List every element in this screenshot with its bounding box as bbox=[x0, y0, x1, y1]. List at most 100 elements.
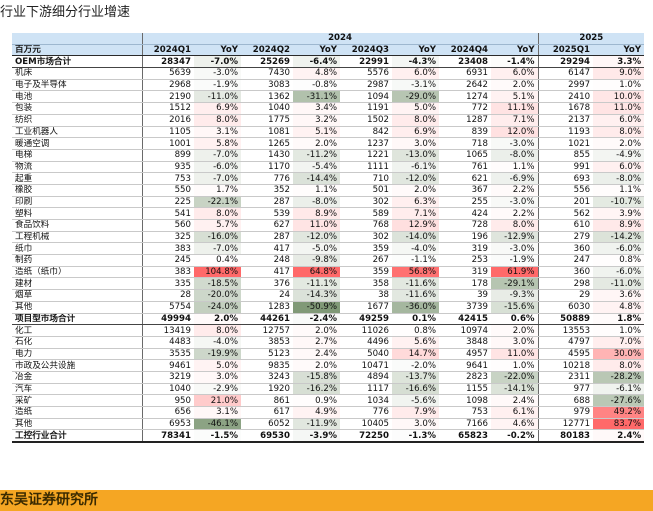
row-label: 机床 bbox=[12, 67, 142, 80]
row-label: 其他 bbox=[12, 301, 142, 314]
yoy-cell: 8.0% bbox=[194, 324, 241, 337]
yoy-cell: -1.4% bbox=[491, 55, 539, 69]
table-row: 食品饮料 560 5.7% 627 11.0% 768 12.9% 728 8.0% 610 8.9… bbox=[12, 219, 645, 232]
yoy-cell: -6.1% bbox=[593, 383, 645, 396]
table-row: 印刷 225 -22.1% 287 -8.0% 302 6.3% 255 -3.0% 201 -10… bbox=[12, 196, 645, 209]
table-row: 电池 2190 -11.0% 1362 -31.1% 1094 -29.0% 1274 5.1%… bbox=[12, 90, 645, 104]
yoy-cell: 1.0% bbox=[593, 324, 645, 337]
value-cell: 383 bbox=[141, 266, 194, 279]
yoy-cell: 0.8% bbox=[392, 324, 439, 337]
row-label: 造纸（纸巾） bbox=[12, 266, 142, 279]
value-cell: 656 bbox=[141, 406, 194, 419]
yoy-cell: 8.0% bbox=[593, 126, 645, 139]
table-row: 橡胶 550 1.7% 352 1.1% 501 2.0% 367 2.2% 556 1.1% bbox=[12, 184, 645, 197]
yoy-cell: -14.4% bbox=[293, 172, 340, 185]
yoy-cell: 8.0% bbox=[491, 219, 539, 232]
table-row: 工程机械 325 -16.0% 287 -12.0% 302 -14.0% 196 -12.9%… bbox=[12, 231, 645, 244]
yoy-cell: 12.9% bbox=[392, 219, 439, 232]
value-cell: 7166 bbox=[439, 418, 491, 431]
value-cell: 718 bbox=[439, 137, 491, 150]
table-row: 机床 5639 -3.0% 7430 4.8% 5576 6.0% 6931 6.0% 6147 9… bbox=[12, 67, 645, 80]
yoy-cell: 5.0% bbox=[194, 359, 241, 372]
yoy-cell: -16.6% bbox=[392, 383, 439, 396]
yoy-cell: 8.0% bbox=[194, 114, 241, 127]
yoy-cell: 0.1% bbox=[392, 313, 439, 326]
industry-growth-table: 2024 2025 百万元 2024Q1 YoY 2024Q2 YoY 2024… bbox=[12, 33, 645, 444]
table-row: OEM市场合计 28347 -7.0% 25269 -6.4% 22991 -4.3% 234… bbox=[12, 55, 645, 69]
yoy-cell: -13.7% bbox=[392, 371, 439, 384]
value-cell: 950 bbox=[141, 394, 194, 407]
value-cell: 1920 bbox=[241, 383, 293, 396]
yoy-cell: 5.1% bbox=[491, 90, 539, 104]
value-cell: 3219 bbox=[141, 371, 194, 384]
table-row: 造纸 656 3.1% 617 4.9% 776 7.9% 753 6.1% 979 49.2% bbox=[12, 406, 645, 419]
value-cell: 2311 bbox=[537, 371, 594, 384]
yoy-cell: 21.0% bbox=[194, 394, 241, 407]
yoy-cell: 8.0% bbox=[194, 207, 241, 220]
yoy-cell: 8.9% bbox=[593, 219, 645, 232]
yoy-cell: -16.0% bbox=[194, 231, 241, 244]
value-cell: 1677 bbox=[340, 301, 392, 314]
yoy-cell: -0.8% bbox=[293, 79, 340, 92]
value-cell: 1081 bbox=[241, 126, 293, 139]
value-cell: 2997 bbox=[537, 79, 594, 92]
value-cell: 1170 bbox=[241, 161, 293, 174]
yoy-cell: -7.0% bbox=[194, 242, 241, 256]
yoy-cell: 3.0% bbox=[194, 371, 241, 384]
value-cell: 69530 bbox=[241, 429, 293, 444]
yoy-cell: 2.0% bbox=[593, 137, 645, 150]
value-cell: 287 bbox=[241, 196, 293, 209]
yoy-cell: -5.4% bbox=[293, 161, 340, 174]
yoy-cell: -11.0% bbox=[593, 277, 645, 291]
col-header: YoY bbox=[392, 44, 439, 57]
yoy-cell: 1.0% bbox=[593, 79, 645, 92]
row-label: 物流 bbox=[12, 161, 142, 174]
value-cell: 1678 bbox=[537, 102, 594, 115]
row-label: 其他 bbox=[12, 418, 142, 431]
value-cell: 839 bbox=[439, 126, 491, 139]
value-cell: 621 bbox=[439, 172, 491, 185]
table-row: 塑料 541 8.0% 539 8.9% 589 7.1% 424 2.2% 562 3.9% bbox=[12, 207, 645, 220]
yoy-cell: 3.4% bbox=[293, 102, 340, 115]
yoy-cell: -8.0% bbox=[491, 149, 539, 162]
footer-bar: 东吴证券研究所 bbox=[0, 490, 653, 511]
page-title: 行业下游细分行业增速 bbox=[0, 5, 131, 20]
value-cell: 776 bbox=[241, 172, 293, 185]
value-cell: 753 bbox=[439, 406, 491, 419]
yoy-cell: -8.0% bbox=[293, 196, 340, 209]
value-cell: 1502 bbox=[340, 114, 392, 127]
yoy-cell: 8.0% bbox=[392, 114, 439, 127]
value-cell: 589 bbox=[340, 207, 392, 220]
value-cell: 693 bbox=[537, 172, 594, 185]
value-cell: 753 bbox=[141, 172, 194, 185]
value-cell: 1034 bbox=[340, 394, 392, 407]
yoy-cell: -29.1% bbox=[491, 277, 539, 291]
yoy-cell: -19.9% bbox=[194, 348, 241, 361]
yoy-cell: 3.2% bbox=[293, 114, 340, 127]
yoy-cell: 14.7% bbox=[392, 348, 439, 361]
value-cell: 253 bbox=[439, 254, 491, 267]
value-cell: 1221 bbox=[340, 149, 392, 162]
value-cell: 12757 bbox=[241, 324, 293, 337]
row-label: 暖通空调 bbox=[12, 137, 142, 150]
value-cell: 298 bbox=[537, 277, 594, 291]
yoy-cell: -27.6% bbox=[593, 394, 645, 407]
yoy-cell: -9.8% bbox=[293, 254, 340, 267]
value-cell: 3739 bbox=[439, 301, 491, 314]
table-row: 冶金 3219 3.0% 3243 -15.8% 4894 -13.7% 2823 -22.0%… bbox=[12, 371, 645, 384]
table-row: 建材 335 -18.5% 376 -11.1% 358 -11.6% 178 -29.1% 29… bbox=[12, 277, 645, 291]
yoy-cell: -13.0% bbox=[392, 149, 439, 162]
yoy-cell: -3.0% bbox=[491, 196, 539, 209]
year-header-row: 2024 2025 bbox=[12, 33, 645, 45]
value-cell: 352 bbox=[241, 184, 293, 197]
value-cell: 247 bbox=[537, 254, 594, 267]
table-row: 采矿 950 21.0% 861 0.9% 1034 -5.6% 1098 2.4% 688 -27… bbox=[12, 394, 645, 407]
yoy-cell: 2.2% bbox=[491, 207, 539, 220]
yoy-cell: 2.0% bbox=[293, 137, 340, 150]
yoy-cell: -1.3% bbox=[392, 429, 439, 444]
yoy-cell: -11.0% bbox=[194, 90, 241, 104]
value-cell: 541 bbox=[141, 207, 194, 220]
table-row: 烟草 28 -20.0% 24 -14.3% 38 -11.6% 39 -9.3% 29 3.6% bbox=[12, 289, 645, 302]
yoy-cell: -5.0% bbox=[293, 242, 340, 256]
yoy-cell: -11.1% bbox=[293, 277, 340, 291]
